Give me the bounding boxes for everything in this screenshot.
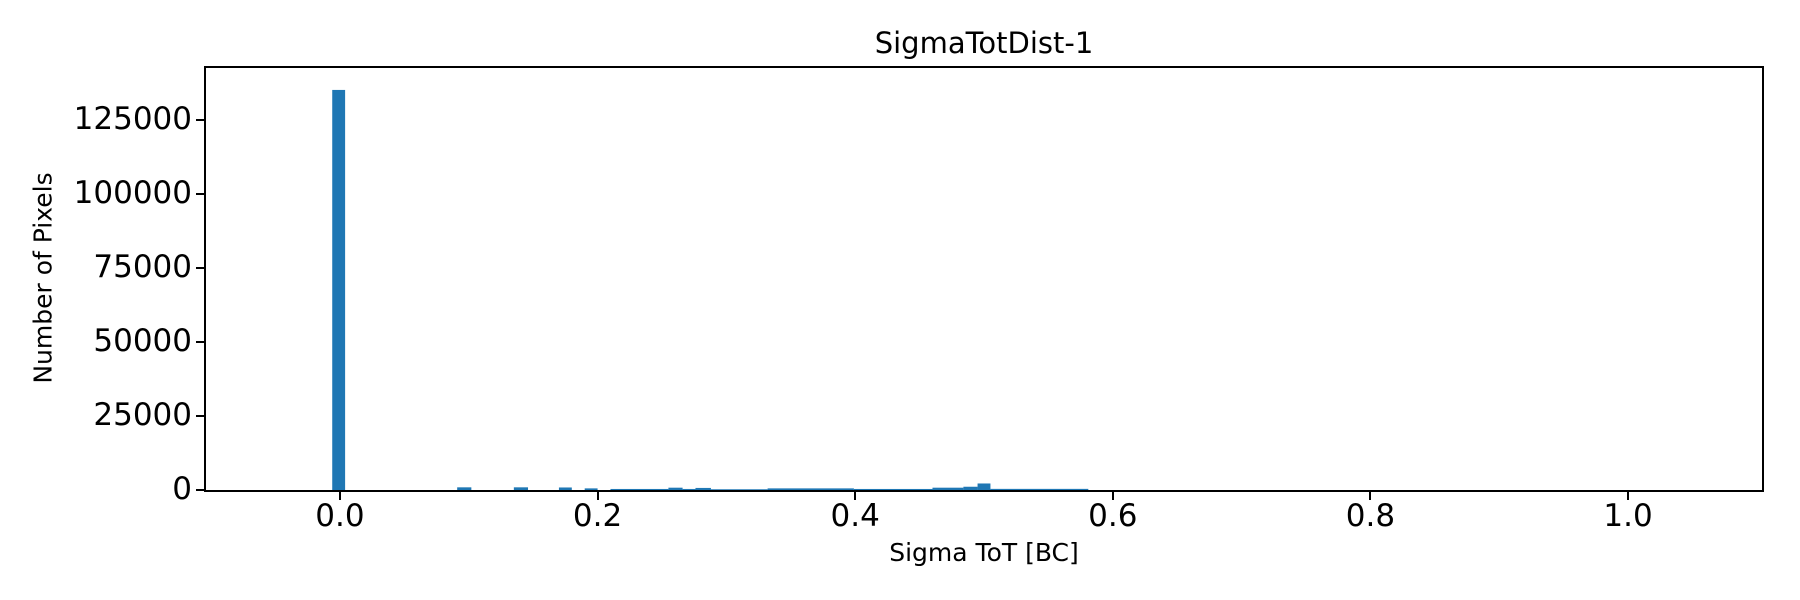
x-tick-mark: [1369, 492, 1372, 500]
x-tick-mark: [854, 492, 857, 500]
x-tick-mark: [338, 492, 341, 500]
plot-area: [204, 66, 1764, 492]
y-tick-mark: [196, 489, 204, 491]
x-tick-mark: [1111, 492, 1114, 500]
histogram-bar: [513, 487, 529, 490]
x-tick-label: 0.4: [830, 498, 880, 534]
y-tick-label: 50000: [93, 322, 192, 359]
y-tick-label: 100000: [73, 174, 192, 211]
y-tick-label: 125000: [73, 100, 192, 137]
histogram-bar: [610, 488, 669, 490]
chart-title: SigmaTotDist-1: [874, 26, 1094, 60]
x-axis-label: Sigma ToT [BC]: [889, 538, 1079, 567]
y-tick-mark: [196, 192, 204, 195]
y-tick-mark: [196, 118, 204, 121]
histogram-bar: [977, 483, 991, 490]
histogram-bar: [332, 89, 346, 490]
histogram-bar: [932, 487, 964, 490]
x-tick-label: 0.0: [315, 498, 365, 534]
histogram-bar: [853, 488, 933, 490]
x-tick-label: 0.2: [572, 498, 623, 534]
y-tick-label: 25000: [93, 396, 192, 433]
y-tick-mark: [196, 340, 204, 343]
x-tick-label: 0.6: [1088, 498, 1138, 534]
x-tick-mark: [1627, 492, 1630, 500]
x-tick-mark: [596, 492, 599, 500]
y-tick-label: 75000: [93, 248, 192, 285]
x-tick-label: 0.8: [1345, 498, 1396, 534]
histogram-bar: [767, 488, 854, 490]
histogram-bar: [584, 488, 598, 490]
histogram-bar: [682, 488, 696, 490]
y-tick-mark: [196, 414, 204, 417]
histogram-bar: [710, 489, 768, 490]
histogram-bar: [695, 487, 711, 490]
x-tick-label: 1.0: [1603, 498, 1653, 534]
histogram-bar: [457, 487, 472, 490]
y-tick-mark: [196, 266, 204, 269]
histogram-bar: [963, 486, 978, 490]
histogram-bar: [990, 488, 1089, 490]
histogram-bar: [668, 487, 683, 490]
histogram-bar: [558, 487, 572, 490]
histogram-bars: [332, 89, 1089, 490]
y-tick-label: 0: [172, 471, 192, 507]
